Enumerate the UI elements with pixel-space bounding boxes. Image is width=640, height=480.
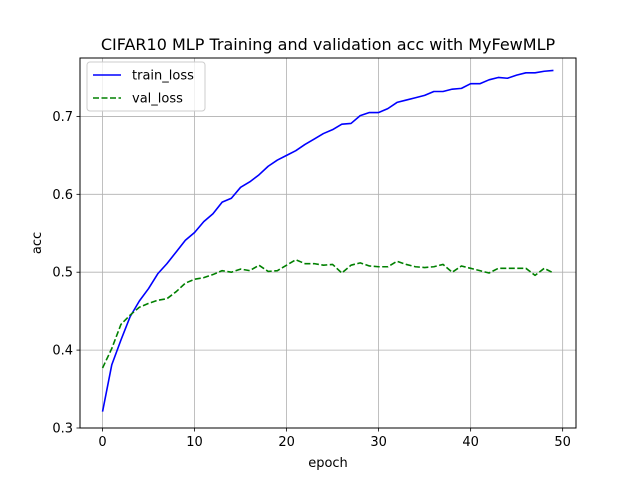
x-tick-label: 20 <box>278 435 295 450</box>
y-axis-label: acc <box>30 232 45 254</box>
x-tick-label: 30 <box>370 435 387 450</box>
x-tick-label: 40 <box>462 435 479 450</box>
y-tick-label: 0.6 <box>52 188 73 203</box>
x-tick-label: 0 <box>98 435 106 450</box>
x-tick-label: 50 <box>554 435 571 450</box>
x-axis-label: epoch <box>308 456 348 471</box>
series-line-val-loss <box>101 258 554 369</box>
series-layer <box>101 69 554 412</box>
plot-frame <box>79 57 577 429</box>
chart-title: CIFAR10 MLP Training and validation acc … <box>101 35 556 54</box>
legend: train_loss val_loss <box>86 61 206 112</box>
legend-label-val-loss: val_loss <box>132 92 183 107</box>
series-line-train-loss <box>101 69 554 412</box>
ticks: 0 10 20 30 40 50 0.3 0.4 0.5 0.6 0.7 <box>52 110 571 450</box>
y-tick-label: 0.4 <box>52 344 73 359</box>
y-tick-label: 0.7 <box>52 110 73 125</box>
legend-label-train-loss: train_loss <box>132 69 194 84</box>
x-tick-label: 10 <box>186 435 203 450</box>
y-tick-label: 0.3 <box>52 422 73 437</box>
grid <box>80 58 576 429</box>
y-tick-label: 0.5 <box>52 266 73 281</box>
